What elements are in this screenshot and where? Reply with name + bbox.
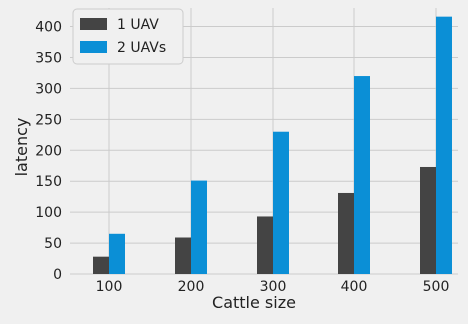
bar-1-uav-500: [420, 166, 436, 274]
y-tick-label: 250: [35, 112, 62, 128]
y-tick-label: 150: [35, 174, 62, 190]
bar-1-uav-100: [93, 256, 109, 274]
x-tick-label: 400: [341, 279, 368, 295]
y-tick-label: 50: [44, 236, 62, 252]
x-axis-title: Cattle size: [212, 293, 296, 312]
legend: 1 UAV 2 UAVs: [72, 8, 184, 65]
y-tick-label: 0: [53, 267, 62, 283]
y-tick-label: 400: [35, 20, 62, 36]
bars: [93, 16, 452, 275]
bar-1-uav-300: [257, 216, 273, 274]
bar-2-uavs-300: [273, 131, 289, 274]
bar-2-uavs-200: [191, 180, 207, 274]
tick-labels: 0 50 100 150 200 250 300 350 400 100 200 300 400 500: [35, 20, 449, 295]
legend-swatch-2-uavs: [80, 41, 107, 53]
x-tick-label: 300: [260, 279, 287, 295]
bar-1-uav-200: [175, 237, 191, 274]
bar-2-uavs-400: [354, 76, 370, 274]
x-tick-label: 100: [96, 279, 123, 295]
x-tick-label: 200: [178, 279, 205, 295]
bar-1-uav-400: [338, 192, 354, 274]
bar-2-uavs-500: [436, 16, 452, 275]
legend-label-2-uavs: 2 UAVs: [117, 40, 166, 56]
y-axis-title: latency: [12, 118, 31, 177]
x-tick-label: 500: [423, 279, 450, 295]
y-tick-label: 300: [35, 81, 62, 97]
bar-2-uavs-100: [109, 233, 125, 274]
y-tick-label: 200: [35, 143, 62, 159]
legend-label-1-uav: 1 UAV: [117, 17, 159, 33]
y-tick-label: 350: [35, 50, 62, 66]
y-tick-label: 100: [35, 205, 62, 221]
legend-swatch-1-uav: [80, 18, 107, 30]
